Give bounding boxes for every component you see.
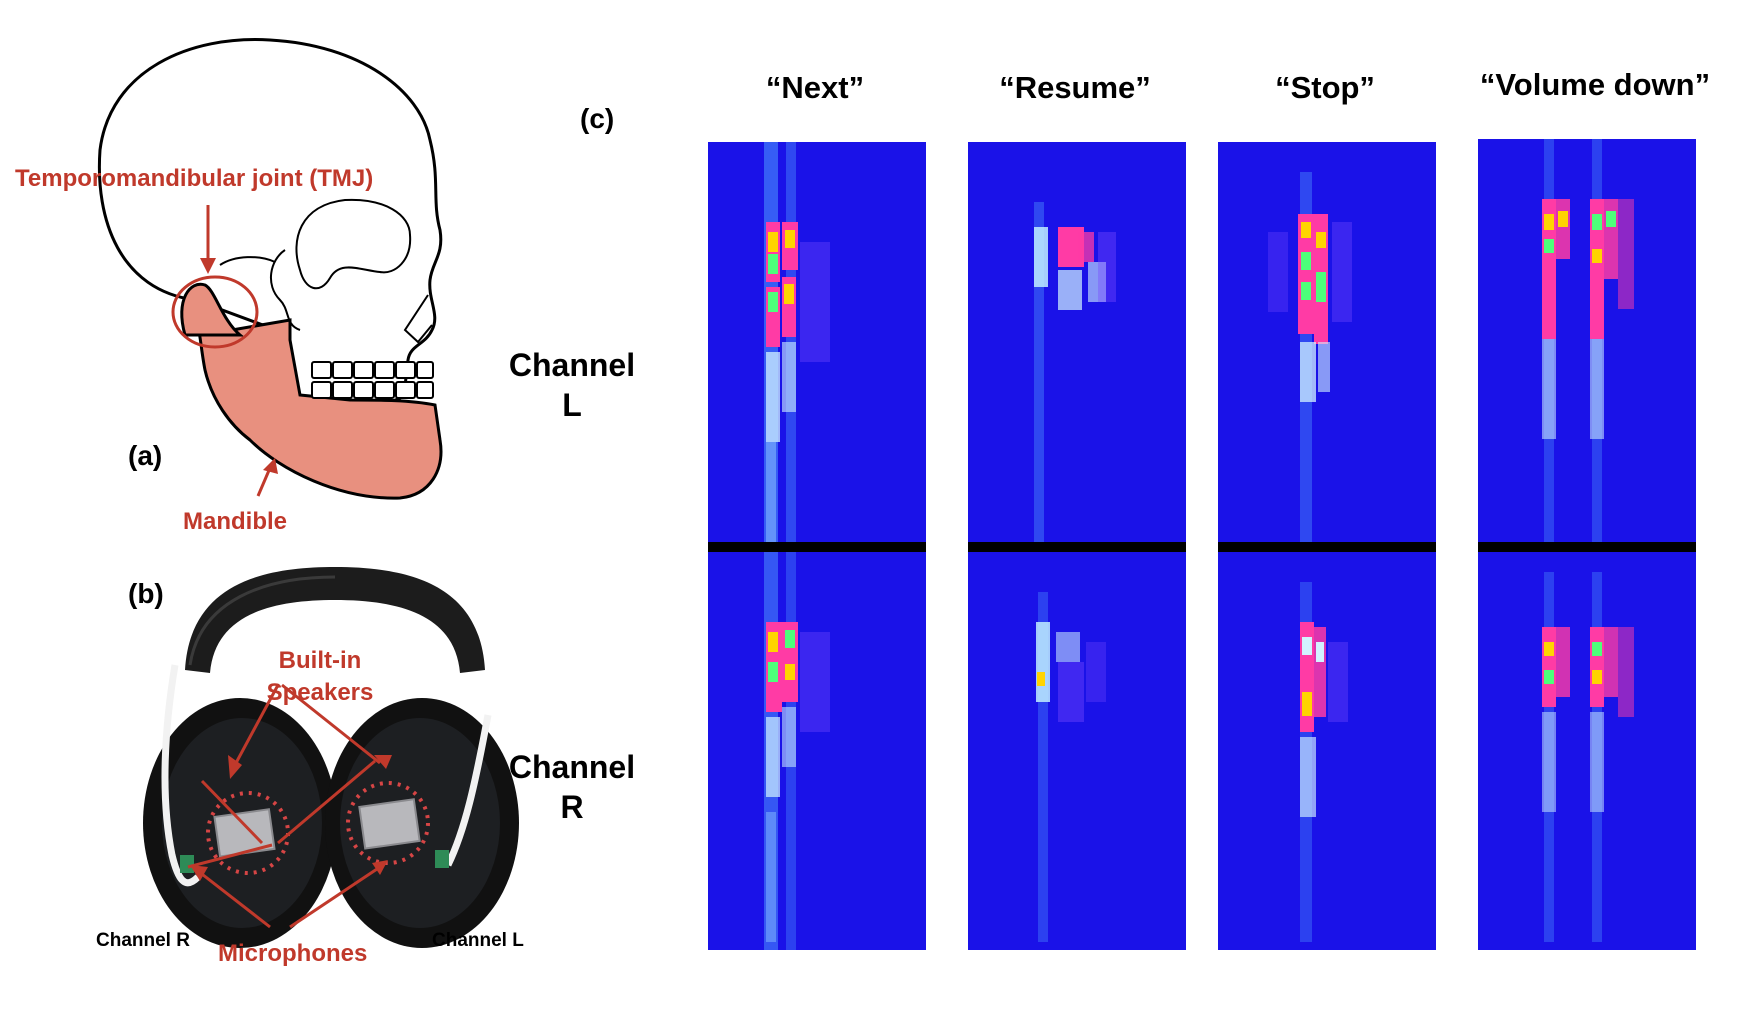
teeth [311,361,434,399]
panel-c-letter: (c) [580,103,615,134]
tmj-arrow-head [200,258,216,274]
spectrogram-volume-down [1478,139,1696,950]
cable-right [444,714,492,867]
speakers-label-line2: Speakers [266,679,374,706]
spectrogram-stop-divider [1218,542,1436,552]
spectrogram-next-channel-l [764,142,830,542]
spectrogram-resume-divider [968,542,1186,552]
tmj-circle [171,275,259,349]
spectrogram-resume-channel-l [1034,202,1116,542]
spectrogram-next [708,142,926,950]
tmj-label: Temporomandibular joint (TMJ) [15,165,374,192]
channel-r-photo-label: Channel R [96,930,190,951]
spectrogram-next-divider [708,542,926,552]
speaker-arrow-right-head [374,755,392,769]
command-label-stop: “Stop” [1275,70,1375,105]
headphones-photo [143,567,519,948]
spectrogram-volume-down-channel-r [1542,572,1634,942]
spectrogram-next-channel-r [764,552,830,950]
spectrogram-volume-down-channel-l [1542,139,1634,542]
channel-l-label: Channel L [497,345,647,425]
spectrogram-volume-down-divider [1478,542,1696,552]
skull-diagram [97,38,443,500]
condyle-shape [180,282,245,337]
temple-line [219,256,276,266]
spectrogram-stop-channel-l [1268,172,1352,542]
mandible-label: Mandible [183,508,288,535]
command-label-next: “Next” [765,70,865,105]
spectrogram-stop [1218,142,1436,950]
spectrogram-resume-channel-r [1036,592,1106,942]
panel-a-letter: (a) [128,440,163,471]
cable-left [161,664,201,887]
channel-l-line1: Channel [508,347,636,383]
command-label-volume-down: “Volume down” [1479,67,1711,102]
speaker-arrow-left-head [228,755,242,779]
microphone-arrows [190,860,388,929]
nasal-cavity [403,294,433,344]
headband [185,567,485,673]
channel-r-line1: Channel [508,749,636,785]
channel-r-label: Channel R [497,747,647,827]
channel-l-photo-label: Channel L [432,930,524,951]
spectrogram-resume [968,142,1186,950]
mandible-arrow-head [263,458,278,474]
speaker-patch-left-channel [358,798,421,850]
skull-outline [97,38,443,405]
panel-b-letter: (b) [128,578,164,609]
command-label-resume: “Resume” [999,70,1151,105]
channel-r-line2: R [560,789,584,825]
mic-board-left-channel [435,850,449,868]
microphones-label: Microphones [218,940,368,967]
spectrogram-stop-channel-r [1300,582,1348,942]
speakers-label: Built-in Speakers [240,645,400,709]
speakers-label-line1: Built-in [278,647,362,674]
channel-l-line2: L [562,387,582,423]
eye-socket [295,198,412,290]
mic-board-right-channel [180,855,194,873]
